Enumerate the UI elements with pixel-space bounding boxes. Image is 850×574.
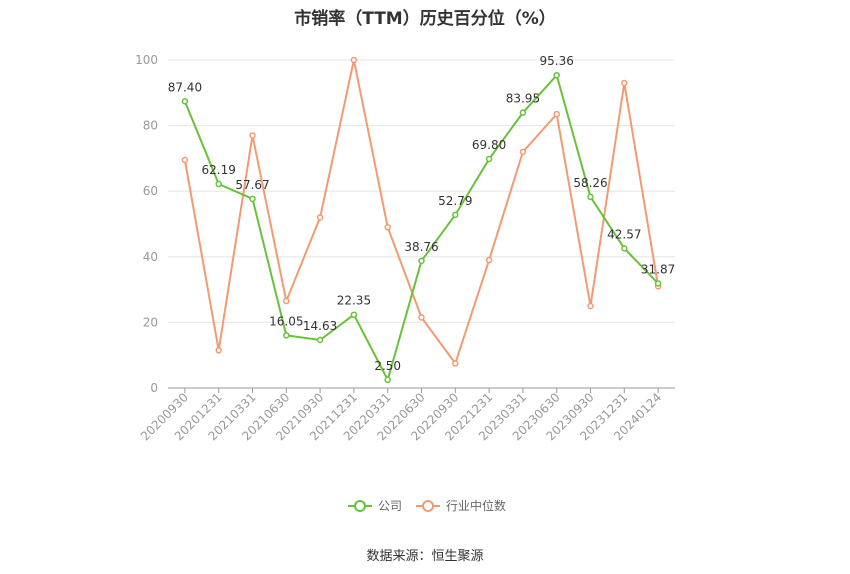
y-tick-label: 40 bbox=[143, 250, 158, 264]
data-point bbox=[418, 257, 425, 265]
data-point bbox=[654, 280, 662, 287]
data-point bbox=[316, 336, 324, 344]
data-point bbox=[181, 98, 189, 105]
data-point bbox=[553, 71, 560, 79]
data-label: 83.95 bbox=[506, 92, 540, 106]
y-tick-label: 60 bbox=[143, 184, 158, 198]
legend-label: 公司 bbox=[378, 499, 402, 513]
data-label: 58.26 bbox=[573, 176, 607, 190]
data-label: 42.57 bbox=[607, 227, 641, 241]
data-point bbox=[553, 110, 560, 118]
data-point bbox=[215, 347, 222, 354]
y-tick-label: 100 bbox=[135, 53, 158, 67]
data-point bbox=[350, 56, 358, 64]
data-point bbox=[350, 311, 358, 318]
legend-swatch-marker bbox=[422, 500, 434, 512]
data-label: 14.63 bbox=[303, 319, 337, 333]
data-label: 57.67 bbox=[235, 178, 269, 192]
legend-label: 行业中位数 bbox=[446, 498, 506, 513]
data-point bbox=[519, 109, 527, 116]
data-point bbox=[384, 224, 391, 231]
data-label: 31.87 bbox=[641, 262, 675, 276]
data-label: 22.35 bbox=[337, 294, 371, 308]
data-point bbox=[452, 360, 459, 367]
data-label: 62.19 bbox=[202, 163, 236, 177]
data-point bbox=[452, 211, 459, 219]
data-point bbox=[249, 132, 256, 139]
data-point bbox=[283, 297, 290, 305]
data-point bbox=[384, 376, 391, 384]
data-point bbox=[587, 302, 594, 310]
data-point bbox=[485, 256, 493, 264]
data-point bbox=[485, 155, 493, 163]
data-point bbox=[249, 195, 256, 203]
data-label: 87.40 bbox=[168, 80, 202, 94]
data-label: 52.79 bbox=[438, 194, 472, 208]
data-point bbox=[418, 314, 425, 321]
data-source: 数据来源：恒生聚源 bbox=[366, 549, 484, 564]
data-point bbox=[519, 148, 527, 156]
data-point bbox=[181, 156, 189, 164]
y-tick-label: 20 bbox=[143, 315, 158, 329]
data-point bbox=[283, 332, 290, 339]
data-label: 38.76 bbox=[404, 240, 438, 254]
y-tick-label: 0 bbox=[150, 381, 158, 395]
data-label: 95.36 bbox=[540, 54, 574, 68]
data-point bbox=[587, 193, 594, 201]
data-point bbox=[621, 79, 628, 87]
legend-swatch-marker bbox=[354, 500, 366, 512]
data-point bbox=[316, 214, 324, 221]
data-label: 16.05 bbox=[269, 314, 303, 328]
data-label: 69.80 bbox=[472, 138, 506, 152]
y-tick-label: 80 bbox=[143, 119, 158, 133]
data-point bbox=[215, 180, 222, 188]
series-line bbox=[183, 73, 659, 383]
data-label: 2.50 bbox=[374, 359, 401, 373]
chart-title: 市销率（TTM）历史百分位（%） bbox=[294, 9, 556, 29]
data-point bbox=[621, 245, 628, 252]
